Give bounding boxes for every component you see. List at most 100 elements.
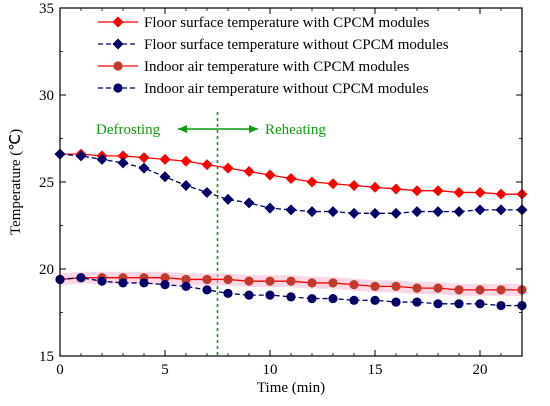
series-3-point — [202, 274, 212, 285]
series-1-point — [369, 181, 381, 193]
axes: 0 5 10 15 20 15 20 25 30 35 — [39, 1, 523, 378]
series-2-point — [474, 204, 486, 216]
series-1-point — [138, 152, 150, 164]
y-axis-label: Temperature (℃) — [8, 129, 24, 235]
series-1-point — [306, 176, 318, 188]
series-2-point — [180, 179, 192, 191]
series-4-point — [412, 297, 422, 307]
phase-label-reheating: Reheating — [265, 122, 326, 138]
series-4-point — [76, 273, 86, 283]
series-3-point — [307, 278, 317, 288]
series-2-point — [201, 186, 213, 198]
series-4-point — [97, 276, 107, 286]
series-2-point — [411, 206, 423, 218]
series-2-point — [75, 150, 87, 162]
phase-arrow-left-head — [178, 125, 187, 133]
series-2-point — [264, 202, 276, 214]
series-4-point — [370, 295, 380, 305]
phase-arrow-right-head — [249, 125, 258, 133]
series-3-point — [265, 276, 275, 286]
series-1-point — [201, 159, 213, 171]
legend: Floor surface temperature with CPCM modu… — [98, 15, 449, 97]
series-3-point — [286, 276, 296, 286]
series-2-point — [348, 207, 360, 219]
series-4-point — [265, 290, 275, 300]
series-1-point — [285, 173, 297, 185]
series-4-point — [328, 293, 338, 304]
series-1-point — [243, 166, 255, 178]
x-tick-label: 5 — [161, 362, 169, 378]
series-2-point — [243, 197, 255, 209]
series-4-point — [286, 292, 296, 302]
series-4-point — [349, 295, 359, 305]
series-1-point — [390, 183, 402, 195]
series-1-point — [180, 155, 192, 167]
series-4-point — [496, 300, 506, 311]
series-2-point — [453, 206, 465, 218]
series-3-point — [349, 280, 359, 290]
series-1-point — [474, 186, 486, 198]
series-4-point — [475, 299, 485, 309]
series-1-point — [264, 169, 276, 181]
series-4-point — [118, 278, 128, 288]
legend-1-marker — [112, 16, 124, 28]
series-3-point — [223, 274, 233, 285]
series-3-point — [412, 283, 422, 293]
legend-2-marker — [112, 38, 124, 50]
series-2-point — [495, 204, 507, 216]
series-4-point — [181, 281, 191, 291]
series-1-point — [327, 178, 339, 190]
series-2-line — [59, 153, 522, 214]
x-tick-label: 15 — [368, 362, 383, 378]
y-tick-label: 20 — [39, 262, 54, 278]
legend-4-marker — [113, 83, 123, 93]
y-tick-label: 30 — [39, 88, 54, 104]
y-tick-label: 25 — [39, 175, 54, 191]
legend-4-label: Indoor air temperature without CPCM modu… — [144, 81, 429, 97]
legend-3-marker — [113, 61, 123, 71]
series-1-point — [222, 162, 234, 174]
series-4-point — [454, 299, 464, 309]
series-3-point — [475, 285, 485, 295]
series-4-point — [160, 280, 170, 290]
series-3-point — [160, 273, 170, 283]
series-3-point — [454, 285, 464, 295]
x-axis-label: Time (min) — [257, 380, 325, 396]
series-1-point — [495, 188, 507, 200]
series-2-point — [306, 206, 318, 218]
series-3-point — [244, 276, 254, 286]
series-4-point — [391, 297, 401, 307]
x-tick-label: 0 — [56, 362, 64, 378]
plot-area: Defrosting Reheating — [54, 112, 528, 356]
series-3-point — [391, 281, 401, 291]
series-2-point — [432, 206, 444, 218]
legend-3-label: Indoor air temperature with CPCM modules — [144, 59, 410, 75]
series-2-point — [96, 153, 108, 165]
phase-label-defrosting: Defrosting — [96, 122, 161, 138]
series-3-point — [496, 285, 506, 295]
series-4-point — [433, 299, 443, 309]
x-tick-label: 20 — [473, 362, 488, 378]
series-2-point — [390, 207, 402, 219]
y-tick-label: 15 — [39, 349, 54, 365]
series-2-point — [222, 193, 234, 205]
series-4-point — [202, 285, 212, 295]
series-4-point — [223, 288, 233, 298]
series-2-point — [117, 157, 129, 169]
legend-1-label: Floor surface temperature with CPCM modu… — [144, 15, 430, 31]
series-2-point — [138, 162, 150, 174]
series-1-point — [411, 185, 423, 197]
series-2-point — [369, 207, 381, 219]
y-tick-label: 35 — [39, 1, 54, 17]
series-2-point — [159, 171, 171, 183]
series-3-point — [370, 281, 380, 291]
series-1-point — [348, 179, 360, 191]
series-1-point — [117, 150, 129, 162]
series-3-point — [181, 274, 191, 285]
series-2-point — [285, 204, 297, 216]
series-4-point — [307, 293, 317, 304]
series-2-point — [327, 206, 339, 218]
x-tick-label: 10 — [263, 362, 278, 378]
